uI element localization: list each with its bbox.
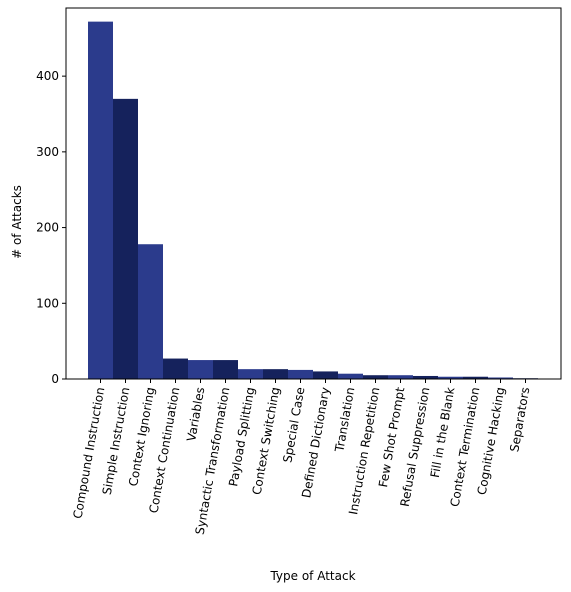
bar-context-termination: [463, 376, 488, 379]
y-axis-ticks: 0 100 200 300 400: [36, 69, 66, 386]
bar-translation: [338, 373, 363, 379]
x-tick-label: Compound Instruction: [71, 386, 108, 520]
x-axis-label: Type of Attack: [269, 569, 355, 583]
y-tick-label: 100: [36, 296, 59, 310]
bar-few-shot-prompt: [388, 375, 413, 379]
bar-special-case: [288, 369, 313, 379]
bar-payload-splitting: [238, 369, 263, 379]
y-tick-label: 300: [36, 145, 59, 159]
bar-context-continuation: [163, 358, 188, 379]
bar-context-ignoring: [138, 244, 163, 379]
y-tick-label: 0: [51, 372, 59, 386]
bar-variables: [188, 360, 213, 379]
x-tick-label: Separators: [507, 386, 532, 453]
bars-group: [88, 21, 538, 379]
plot-frame: [65, 7, 562, 380]
bar-context-switching: [263, 369, 288, 379]
bar-fill-in-the-blank: [438, 376, 463, 379]
x-tick-label: Translation: [332, 386, 357, 454]
bar-instruction-repetition: [363, 375, 388, 379]
y-tick-label: 400: [36, 69, 59, 83]
x-tick-label: Special Case: [280, 386, 307, 464]
y-tick-label: 200: [36, 221, 59, 235]
y-axis-label: # of Attacks: [10, 185, 24, 259]
bar-refusal-suppression: [413, 375, 438, 379]
bar-cognitive-hacking: [488, 377, 513, 379]
bar-compound-instruction: [88, 21, 113, 379]
bar-defined-dictionary: [313, 371, 338, 379]
x-tick-label: Variables: [184, 386, 207, 442]
axes-group: [65, 7, 562, 380]
bar-syntactic-transformation: [213, 360, 238, 379]
bar-simple-instruction: [113, 98, 138, 379]
x-tick-label: Fill in the Blank: [428, 386, 458, 479]
